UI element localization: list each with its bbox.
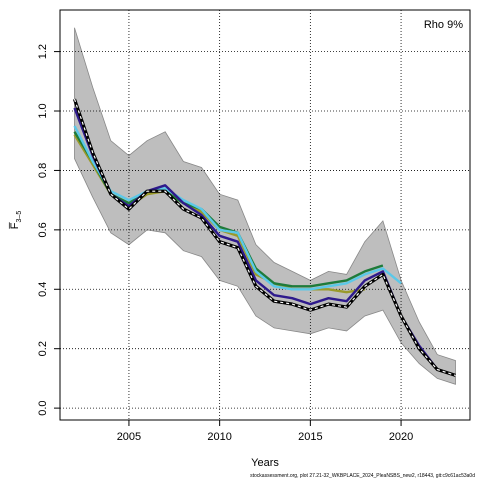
svg-text:F̅3–5: F̅3–5 bbox=[9, 211, 23, 230]
y-axis-label-subscript: 3–5 bbox=[16, 211, 23, 223]
y-axis-label-main: F̅ bbox=[9, 222, 21, 230]
rho-annotation: Rho 9% bbox=[424, 19, 463, 31]
series-layer bbox=[72, 98, 456, 377]
x-tick-label: 2015 bbox=[298, 431, 322, 443]
y-tick-label: 1.0 bbox=[37, 103, 49, 118]
footer-credit: stockassessment.org, plot 27.21-32_WKBPL… bbox=[250, 473, 475, 479]
y-axis: 0.0 0.2 0.4 0.6 0.8 1.0 1.2 bbox=[37, 44, 60, 416]
y-tick-label: 0.8 bbox=[37, 163, 49, 178]
x-tick-label: 2020 bbox=[389, 431, 413, 443]
y-tick-label: 0.6 bbox=[37, 222, 49, 237]
y-axis-label: F̅3–5 bbox=[9, 211, 23, 230]
y-tick-label: 0.0 bbox=[37, 400, 49, 415]
y-tick-label: 1.2 bbox=[37, 44, 49, 59]
plot-frame bbox=[59, 9, 471, 421]
series-line bbox=[73, 125, 402, 291]
confidence-band bbox=[74, 27, 456, 385]
y-tick-label: 0.2 bbox=[37, 341, 49, 356]
x-tick-label: 2010 bbox=[207, 431, 231, 443]
x-axis-label: Years bbox=[251, 457, 279, 469]
confidence-band-layer bbox=[74, 27, 456, 385]
series-line-dashed-overlay bbox=[73, 98, 456, 376]
y-tick-label: 0.4 bbox=[37, 282, 49, 297]
series-line bbox=[73, 131, 384, 288]
x-tick-label: 2005 bbox=[117, 431, 141, 443]
x-axis: 2005 2010 2015 2020 bbox=[117, 420, 413, 443]
